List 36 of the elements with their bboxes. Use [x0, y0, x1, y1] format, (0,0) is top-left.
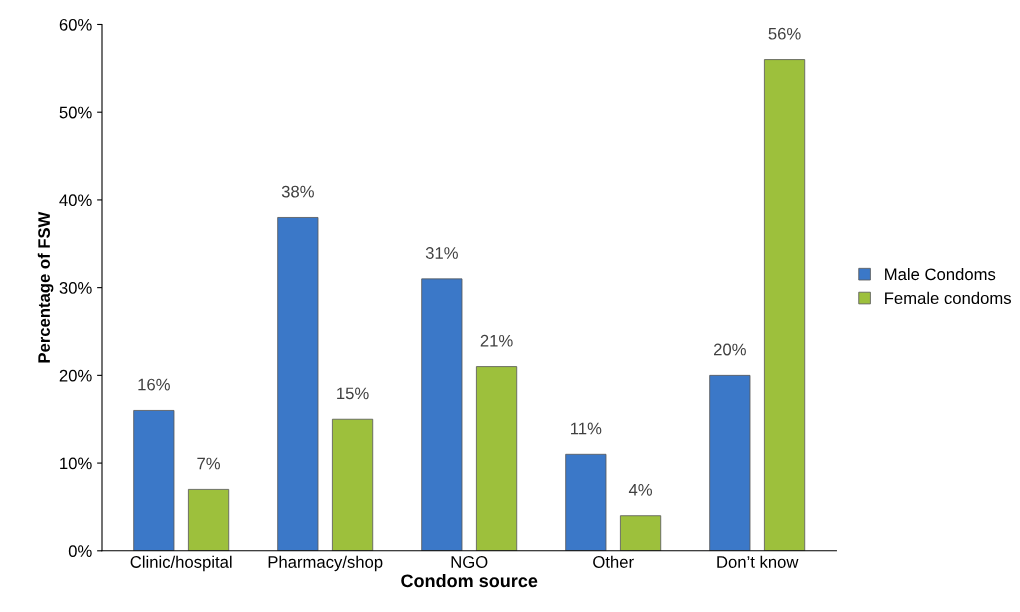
data-label: 15% — [337, 387, 369, 400]
legend-label: Female condoms — [885, 291, 1011, 305]
y-tick-label: 50% — [59, 106, 92, 119]
data-label: 16% — [138, 378, 170, 391]
data-label: 7% — [197, 457, 221, 470]
x-axis-title: Condom source — [401, 573, 538, 588]
data-label: 4% — [628, 484, 653, 496]
bar — [619, 515, 662, 551]
y-tick-label: 40% — [59, 194, 92, 207]
data-label: 21% — [480, 334, 513, 347]
bar — [277, 217, 319, 551]
bar — [331, 418, 374, 551]
bar — [475, 366, 518, 551]
y-axis-title: Percentage of FSW — [37, 211, 54, 363]
data-label: 31% — [425, 247, 458, 259]
y-tick-label: 10% — [60, 457, 92, 470]
data-label: 56% — [768, 27, 801, 40]
x-tick-label: Other — [593, 555, 634, 568]
x-tick-label: Clinic/hospital — [130, 555, 232, 572]
bar — [763, 59, 806, 551]
data-label: 20% — [714, 343, 746, 356]
y-tick-label: 0% — [68, 545, 92, 557]
legend-label: Male Condoms — [885, 267, 996, 281]
x-tick-label: Pharmacy/shop — [268, 555, 383, 572]
y-tick-label: 60% — [59, 18, 92, 31]
data-label: 11% — [571, 422, 602, 435]
x-tick-label: NGO — [451, 556, 488, 568]
bar — [421, 278, 463, 551]
bar — [187, 488, 230, 551]
bar — [565, 453, 607, 551]
bar — [709, 374, 751, 551]
data-label: 38% — [281, 185, 314, 198]
x-tick-label: Don’t know — [717, 555, 799, 568]
y-tick-label: 20% — [59, 369, 92, 382]
bar — [133, 410, 175, 551]
y-tick-label: 30% — [59, 282, 92, 294]
